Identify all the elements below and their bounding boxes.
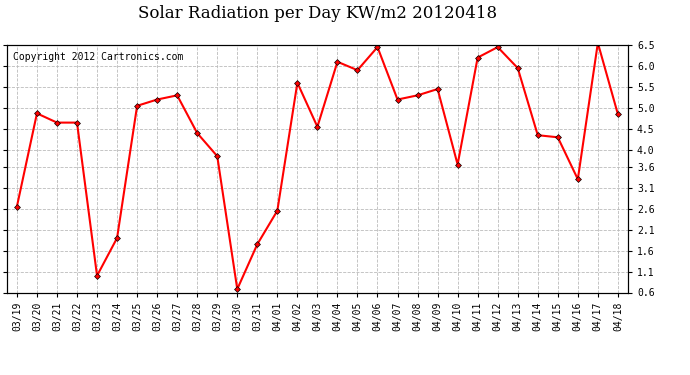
Text: Solar Radiation per Day KW/m2 20120418: Solar Radiation per Day KW/m2 20120418 [138, 6, 497, 22]
Text: Copyright 2012 Cartronics.com: Copyright 2012 Cartronics.com [13, 53, 184, 62]
